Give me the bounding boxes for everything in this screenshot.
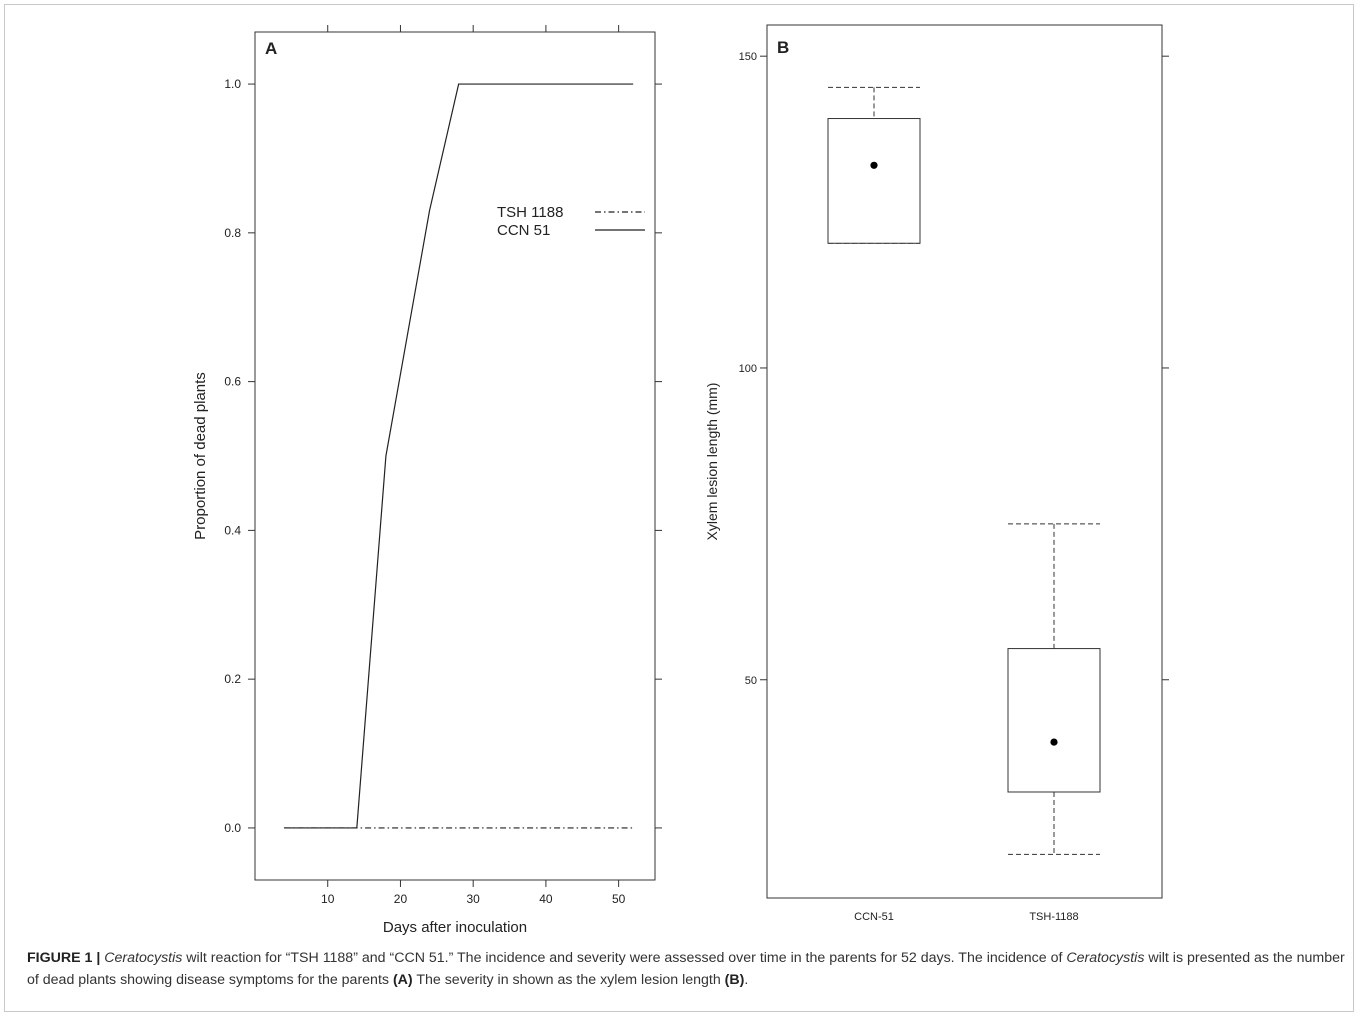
- panel-a-series-ccn-51-line: [284, 83, 634, 829]
- caption-ref-b: (B): [724, 972, 745, 988]
- panel-b-x-tick-label: TSH-1188: [1029, 911, 1078, 923]
- panel-a-x-tick-label: 20: [394, 892, 408, 906]
- panel-b-y-tick-label: 150: [739, 51, 757, 63]
- panel-a-y-tick-label: 0.2: [224, 672, 241, 686]
- panel-a-plot-border: [254, 31, 656, 881]
- panel-b-y-tick-label: 50: [745, 675, 757, 687]
- panel-b-y-tick-label: 100: [739, 363, 757, 375]
- legend-label-tsh-1188: TSH 1188: [497, 204, 563, 221]
- panel-a-x-tick-label: 40: [539, 892, 553, 906]
- panel-a-x-tick-label: 10: [321, 892, 335, 906]
- box-ccn-51-iqr: [827, 118, 921, 244]
- panel-b-y-axis-title: Xylem lesion length (mm): [704, 383, 720, 541]
- panel-b-x-tick-label: CCN-51: [854, 911, 894, 923]
- legend-label-ccn-51: CCN 51: [497, 222, 550, 239]
- figure-svg: A 10 20 30 40 50 0.0 0.2 0.4 0.6 0.8 1.0 Days after …: [192, 24, 1169, 935]
- caption-text-3: The severity in shown as the xylem lesio…: [412, 972, 725, 988]
- panel-a-y-tick-label: 1.0: [224, 77, 241, 91]
- panel-a-y-tick-label: 0.0: [224, 821, 241, 835]
- panel-a-label: A: [265, 39, 277, 58]
- caption-label: FIGURE 1 |: [27, 950, 101, 966]
- figure-frame: A 10 20 30 40 50 0.0 0.2 0.4 0.6 0.8 1.0 Days after …: [4, 4, 1354, 1012]
- panel-b-label: B: [777, 38, 789, 57]
- caption-text-1: wilt reaction for “TSH 1188” and “CCN 51…: [182, 950, 1067, 966]
- panel-a-x-axis-title: Days after inoculation: [383, 919, 527, 935]
- caption-italic-2: Ceratocystis: [1066, 950, 1145, 966]
- caption-text-2: wilt is presented as the number of dead …: [27, 950, 1345, 988]
- panel-a-y-tick-label: 0.4: [224, 523, 241, 537]
- caption-italic-1: Ceratocystis: [104, 950, 183, 966]
- panel-a-x-tick-label: 50: [612, 892, 626, 906]
- panel-a-x-tick-label: 30: [467, 892, 481, 906]
- box-tsh-1188-mean-point: [1050, 738, 1058, 746]
- panel-b-plot-border: [766, 24, 1163, 899]
- box-tsh-1188-iqr: [1007, 648, 1101, 793]
- panel-a-y-axis-title: Proportion of dead plants: [192, 372, 209, 540]
- caption-text-4: .: [744, 972, 749, 988]
- panel-a-y-tick-label: 0.6: [224, 375, 241, 389]
- panel-a-y-tick-label: 0.8: [224, 226, 241, 240]
- figure-caption: FIGURE 1 | Ceratocystis wilt reaction fo…: [27, 947, 1347, 991]
- caption-ref-a: (A): [392, 972, 413, 988]
- box-ccn-51-mean-point: [870, 161, 878, 169]
